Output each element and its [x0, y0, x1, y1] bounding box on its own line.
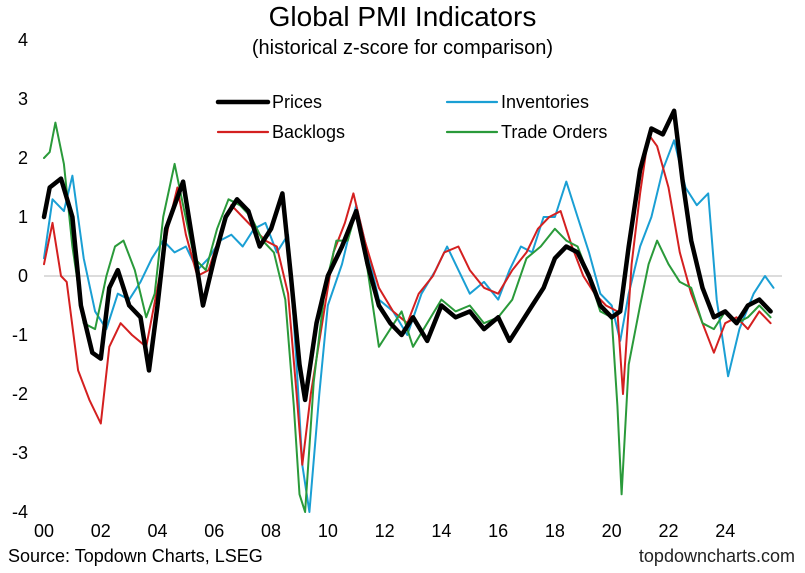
x-tick-label: 20	[602, 521, 622, 541]
x-tick-label: 12	[375, 521, 395, 541]
y-tick-label: 2	[18, 148, 28, 168]
x-tick-label: 18	[545, 521, 565, 541]
series-line-inventories	[43, 139, 775, 513]
x-tick-label: 22	[658, 521, 678, 541]
site-credit: topdowncharts.com	[638, 546, 795, 566]
x-tick-label: 04	[148, 521, 168, 541]
x-tick-label: 16	[488, 521, 508, 541]
source-note: Source: Topdown Charts, LSEG	[8, 546, 263, 566]
y-tick-label: -4	[12, 502, 28, 522]
legend-label: Backlogs	[272, 122, 345, 142]
x-tick-label: 10	[318, 521, 338, 541]
legend-label: Prices	[272, 92, 322, 112]
series-line-trade-orders	[43, 121, 772, 513]
legend-label: Trade Orders	[501, 122, 607, 142]
y-tick-label: 0	[18, 266, 28, 286]
x-tick-label: 02	[91, 521, 111, 541]
x-tick-label: 14	[431, 521, 451, 541]
series-line-prices	[41, 108, 773, 403]
y-tick-label: -2	[12, 384, 28, 404]
chart-title: Global PMI Indicators	[268, 1, 537, 32]
y-tick-label: 4	[18, 30, 28, 50]
x-tick-label: 00	[34, 521, 54, 541]
x-tick-label: 24	[715, 521, 735, 541]
x-tick-label: 06	[204, 521, 224, 541]
legend-item-prices: Prices	[215, 92, 322, 112]
legend: Prices Inventories Backlogs Trade Orders	[215, 92, 607, 142]
x-axis: 00 02 04 06 08 10 12 14 16 18 20 22 24	[34, 521, 735, 541]
x-tick-label: 08	[261, 521, 281, 541]
y-tick-label: -1	[12, 325, 28, 345]
y-tick-label: -3	[12, 443, 28, 463]
legend-item-trade-orders: Trade Orders	[445, 122, 607, 142]
chart-subtitle: (historical z-score for comparison)	[251, 37, 554, 59]
legend-label: Inventories	[501, 92, 589, 112]
series-layer	[41, 108, 775, 513]
y-tick-label: 1	[18, 207, 28, 227]
y-axis: -4 -3 -2 -1 0 1 2 3 4	[12, 30, 28, 522]
legend-item-inventories: Inventories	[445, 92, 589, 112]
legend-item-backlogs: Backlogs	[216, 122, 345, 142]
y-tick-label: 3	[18, 89, 28, 109]
